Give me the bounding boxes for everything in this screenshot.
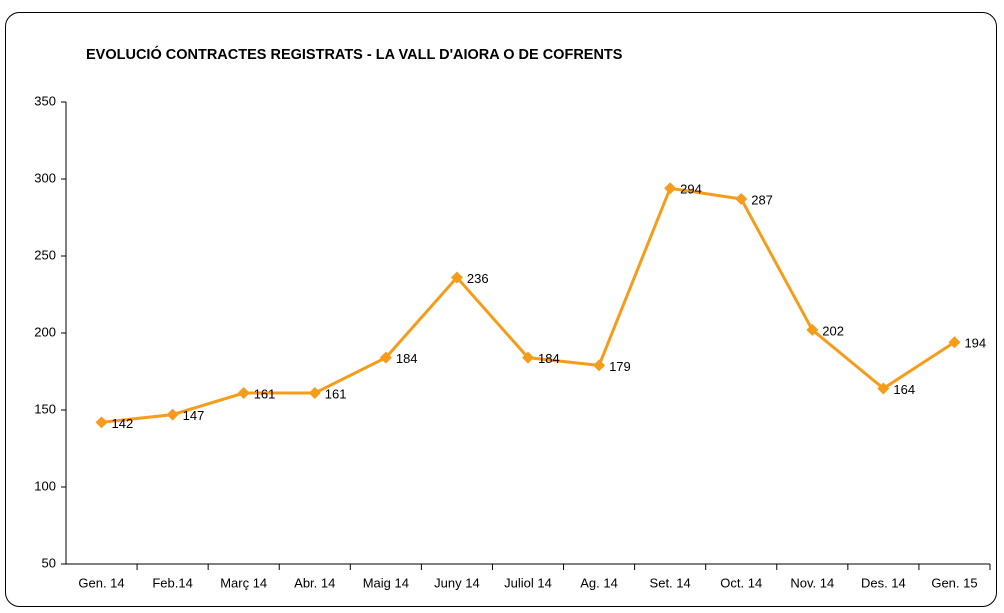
marker — [735, 193, 748, 206]
x-tick-label: Feb.14 — [152, 575, 192, 590]
data-label: 147 — [183, 408, 205, 423]
marker — [237, 387, 250, 400]
data-label: 161 — [325, 386, 347, 401]
y-tick-label: 50 — [42, 555, 56, 570]
y-tick-label: 100 — [34, 478, 56, 493]
y-tick-label: 300 — [34, 170, 56, 185]
x-tick-label: Març 14 — [220, 575, 267, 590]
x-tick-label: Gen. 14 — [78, 575, 124, 590]
x-tick-label: Gen. 15 — [931, 575, 977, 590]
data-label: 164 — [893, 382, 915, 397]
x-tick-label: Des. 14 — [861, 575, 906, 590]
marker — [308, 387, 321, 400]
marker — [593, 359, 606, 372]
marker — [877, 382, 890, 395]
marker — [948, 336, 961, 349]
x-tick-label: Set. 14 — [650, 575, 691, 590]
x-tick-label: Oct. 14 — [720, 575, 762, 590]
y-tick-label: 200 — [34, 324, 56, 339]
data-label: 161 — [254, 386, 276, 401]
data-label: 184 — [538, 351, 560, 366]
data-label: 179 — [609, 359, 631, 374]
x-tick-label: Abr. 14 — [294, 575, 335, 590]
data-label: 202 — [822, 323, 844, 338]
x-tick-label: Maig 14 — [363, 575, 409, 590]
marker — [664, 182, 677, 195]
data-label: 184 — [396, 351, 418, 366]
marker — [95, 416, 108, 429]
x-tick-label: Nov. 14 — [790, 575, 834, 590]
x-tick-label: Juliol 14 — [504, 575, 552, 590]
marker — [450, 271, 463, 284]
marker — [806, 323, 819, 336]
data-label: 294 — [680, 182, 702, 197]
marker — [522, 351, 534, 364]
data-label: 194 — [964, 336, 986, 351]
data-label: 287 — [751, 192, 773, 207]
y-tick-label: 250 — [34, 247, 56, 262]
data-label: 236 — [467, 271, 489, 286]
marker — [379, 351, 392, 364]
y-tick-label: 150 — [34, 401, 56, 416]
x-tick-label: Ag. 14 — [580, 575, 618, 590]
marker — [166, 408, 179, 421]
chart-title: EVOLUCIÓ CONTRACTES REGISTRATS - LA VALL… — [86, 45, 623, 63]
y-tick-label: 350 — [34, 93, 56, 108]
chart-frame — [5, 12, 997, 607]
data-label: 142 — [112, 416, 134, 431]
x-tick-label: Juny 14 — [434, 575, 480, 590]
